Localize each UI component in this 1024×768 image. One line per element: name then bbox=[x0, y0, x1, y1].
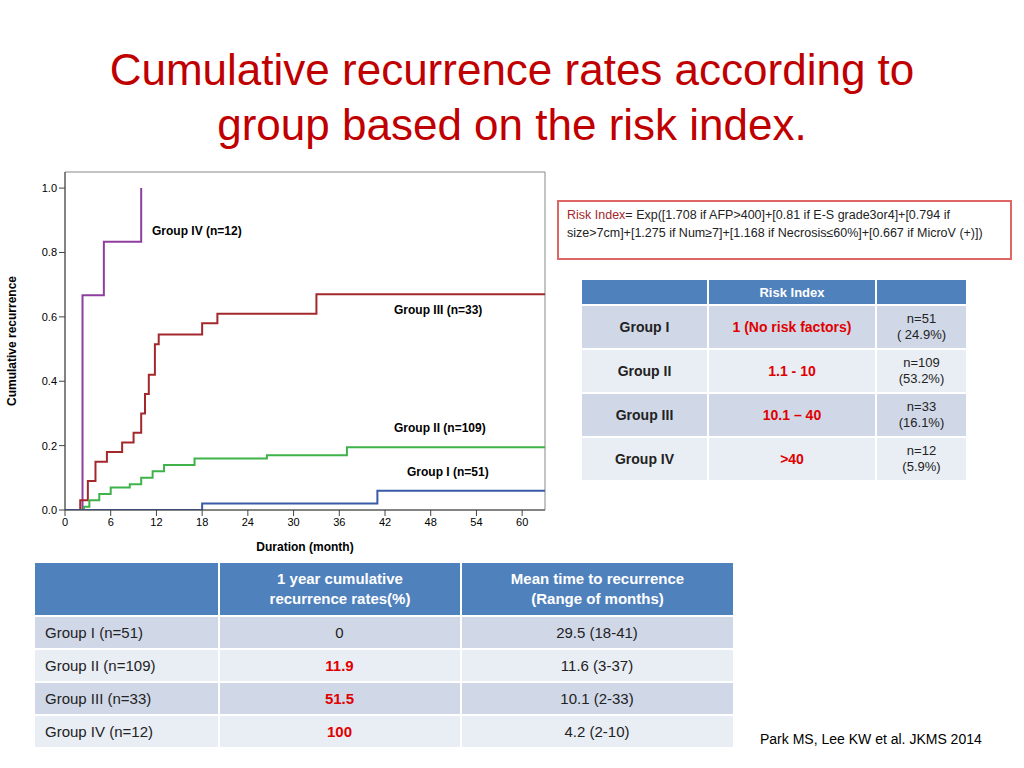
html-text:51.5: 51.5 bbox=[324, 690, 355, 707]
html-text:n=12 (5.9%): n=12 (5.9%) bbox=[902, 443, 941, 474]
html-text:n=33 (16.1%): n=33 (16.1%) bbox=[898, 399, 945, 430]
svg-text:48: 48 bbox=[425, 516, 437, 528]
html-text:1 (No risk factors): 1 (No risk factors) bbox=[732, 319, 852, 335]
svg-text:1.0: 1.0 bbox=[42, 182, 57, 194]
html-text:Mean time to recurrence (Range: Mean time to recurrence (Range of months… bbox=[510, 570, 685, 607]
html-text:11.9: 11.9 bbox=[325, 657, 354, 674]
html-text:n=51 ( 24.9%): n=51 ( 24.9%) bbox=[896, 311, 947, 342]
html-text:100: 100 bbox=[327, 723, 352, 740]
html-text:Group IV (n=12): Group IV (n=12) bbox=[45, 723, 153, 740]
html-text:>40: >40 bbox=[780, 451, 804, 467]
html-text:Group I (n=51): Group I (n=51) bbox=[45, 624, 143, 641]
svg-text:0.6: 0.6 bbox=[42, 311, 57, 323]
html-text:Group III (n=33): Group III (n=33) bbox=[45, 690, 152, 707]
svg-text:0.4: 0.4 bbox=[42, 375, 57, 387]
svg-text:36: 36 bbox=[333, 516, 345, 528]
svg-text:60: 60 bbox=[516, 516, 528, 528]
html-text:Group II (n=109): Group II (n=109) bbox=[45, 657, 156, 674]
html-text:Group III: Group III bbox=[615, 407, 674, 423]
html-text:11.6 (3-37): 11.6 (3-37) bbox=[560, 657, 634, 674]
html-text:10.1 – 40: 10.1 – 40 bbox=[762, 407, 822, 423]
html-text:Group II: Group II bbox=[617, 363, 672, 379]
svg-text:24: 24 bbox=[242, 516, 254, 528]
svg-text:0: 0 bbox=[62, 516, 68, 528]
svg-text:0.0: 0.0 bbox=[42, 504, 57, 516]
svg-text:Cumulative recurrence: Cumulative recurrence bbox=[8, 276, 19, 406]
html-text:1 year cumulative recurrence r: 1 year cumulative recurrence rates(%) bbox=[269, 570, 411, 607]
svg-text:18: 18 bbox=[196, 516, 208, 528]
svg-text:30: 30 bbox=[287, 516, 299, 528]
html-text:29.5 (18-41): 29.5 (18-41) bbox=[556, 624, 638, 641]
svg-text:42: 42 bbox=[379, 516, 391, 528]
html-text:10.1 (2-33): 10.1 (2-33) bbox=[560, 690, 634, 707]
html-text:Group I: Group I bbox=[619, 319, 670, 335]
html-text:Risk Index: Risk Index bbox=[759, 284, 825, 300]
html-text:1.1 - 10: 1.1 - 10 bbox=[768, 363, 816, 379]
html-text:Group IV: Group IV bbox=[614, 451, 675, 467]
html-text:Group II (n=109): Group II (n=109) bbox=[394, 421, 486, 435]
svg-text:54: 54 bbox=[470, 516, 482, 528]
html-text:4.2 (2-10): 4.2 (2-10) bbox=[564, 723, 630, 740]
svg-text:Duration (month): Duration (month) bbox=[256, 540, 353, 554]
svg-text:0.2: 0.2 bbox=[42, 440, 57, 452]
html-text:n=109 (53.2%): n=109 (53.2%) bbox=[898, 355, 945, 386]
html-text:0: 0 bbox=[335, 624, 344, 641]
svg-text:12: 12 bbox=[150, 516, 162, 528]
svg-text:0.8: 0.8 bbox=[42, 246, 57, 258]
html-text:Group III (n=33): Group III (n=33) bbox=[394, 303, 483, 317]
html-text:Group I (n=51): Group I (n=51) bbox=[407, 465, 489, 479]
html-text:Risk Index = Exp([1.708 if AFP: Risk Index = Exp([1.708 if AFP>400]+[0.8… bbox=[567, 208, 983, 240]
html-text:Park MS, Lee KW et al. JKMS 20: Park MS, Lee KW et al. JKMS 2014 bbox=[760, 731, 982, 747]
svg-text:6: 6 bbox=[108, 516, 114, 528]
html-text:Cumulative recurrence rates ac: Cumulative recurrence rates according to… bbox=[109, 45, 915, 149]
html-text:Group IV (n=12): Group IV (n=12) bbox=[152, 224, 242, 238]
